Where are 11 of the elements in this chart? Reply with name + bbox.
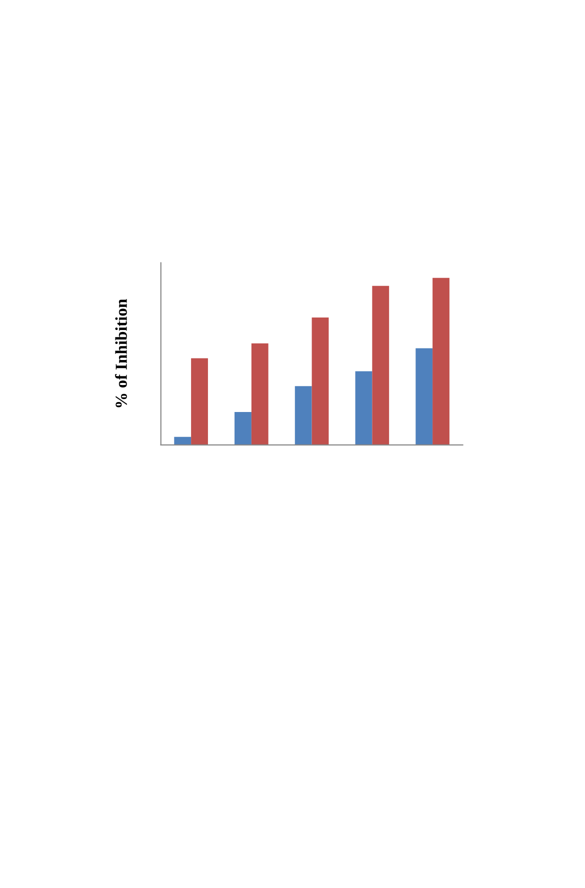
bar	[432, 278, 450, 445]
bar	[251, 343, 268, 445]
bar	[234, 412, 252, 445]
bar	[312, 317, 329, 445]
bar	[372, 286, 390, 445]
bar	[355, 371, 372, 445]
bar	[294, 386, 312, 445]
y-axis-title: % of Inhibition	[115, 299, 127, 408]
bar	[191, 358, 208, 445]
bar	[416, 348, 433, 445]
bar	[174, 436, 192, 445]
